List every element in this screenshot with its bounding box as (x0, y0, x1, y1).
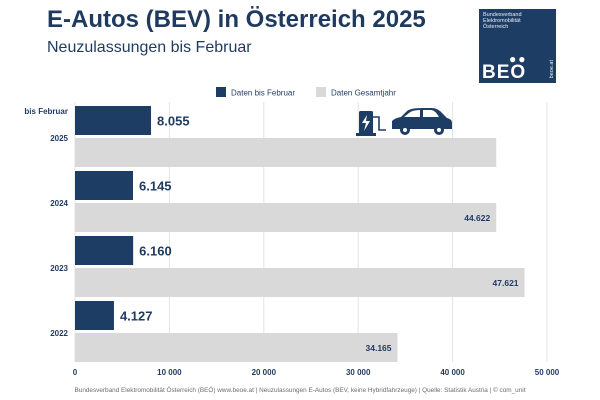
x-tick-label: 20 000 (252, 368, 277, 377)
legend-item-full-year-label: Daten Gesamtjahr (331, 89, 396, 98)
legend-item-february-label: Daten bis Februar (231, 89, 295, 98)
x-tick-label: 10 000 (157, 368, 182, 377)
x-tick-label: 0 (73, 368, 78, 377)
legend-item-february-swatch (216, 87, 226, 97)
chart-subtitle: Neuzulassungen bis Februar (47, 39, 252, 56)
category-label: 2022 (50, 329, 68, 338)
bar-february-label: 4.127 (120, 309, 153, 324)
category-label: 2023 (50, 264, 68, 273)
category-label: 2024 (50, 199, 68, 208)
category-note: bis Februar (24, 107, 68, 116)
beo-logo: Bundesverband Elektromobilität Österreic… (479, 9, 556, 83)
bar-full-year (75, 203, 497, 232)
bar-february (75, 106, 152, 135)
legend-item-full-year-swatch (316, 87, 326, 97)
chart-title: E-Autos (BEV) in Österreich 2025 (47, 6, 426, 33)
ev-charging-car-icon (356, 108, 452, 136)
bar-february (75, 236, 134, 265)
bar-full-year (75, 268, 525, 297)
x-tick-label: 50 000 (535, 368, 560, 377)
bar-february-label: 8.055 (157, 114, 190, 129)
footer-source: Bundesverband Elektromobilität Österreic… (74, 387, 526, 394)
bar-full-year-label: 34.165 (366, 343, 392, 353)
logo-eyes-icon: ●● (509, 52, 528, 66)
x-tick-label: 30 000 (346, 368, 371, 377)
bar-february (75, 301, 114, 330)
x-tick-label: 40 000 (440, 368, 465, 377)
bar-february (75, 171, 134, 200)
logo-org-name: Bundesverband Elektromobilität Österreic… (483, 12, 522, 30)
bar-february-label: 6.160 (139, 244, 172, 259)
logo-abbreviation: BEO (482, 62, 527, 83)
bar-full-year (75, 138, 497, 167)
bar-full-year (75, 333, 398, 362)
bar-full-year-label: 47.621 (493, 278, 519, 288)
category-label: 2025 (50, 134, 68, 143)
bar-february-label: 6.145 (139, 179, 172, 194)
bar-full-year-label: 44.622 (464, 213, 490, 223)
